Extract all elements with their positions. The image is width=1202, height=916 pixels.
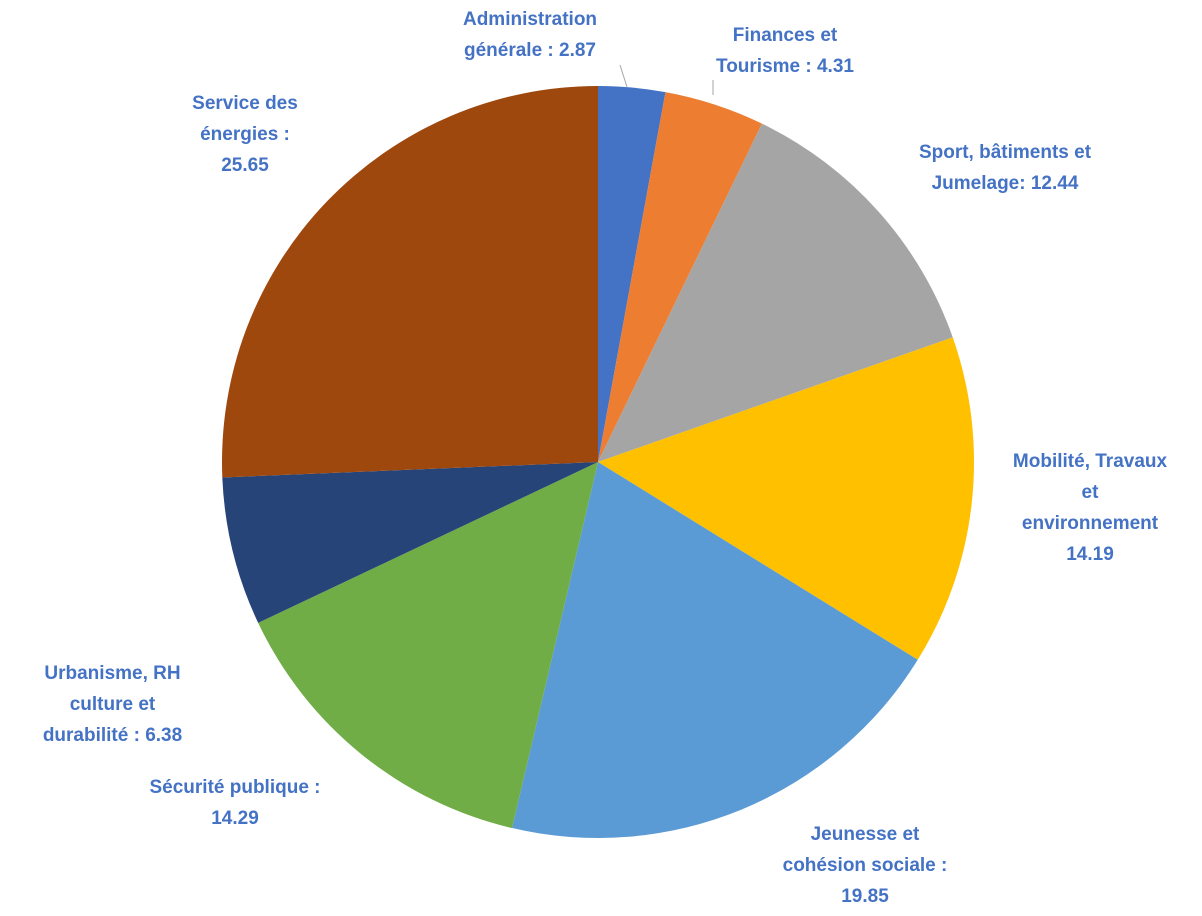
pie-slice-3 (598, 123, 953, 463)
slice-label-line: et (1081, 482, 1099, 503)
slice-label-line: Finances et (732, 25, 838, 46)
pie-slice-8 (222, 86, 598, 478)
slice-label-line: durabilité : 6.38 (42, 725, 183, 746)
slice-label-line: Mobilité, Travaux (1012, 451, 1168, 472)
slice-label-2: Finances et Tourisme : 4.31 (700, 20, 870, 82)
slice-label-line: culture et (69, 694, 156, 715)
slice-label-5: Jeunesse et cohésion sociale : 19.85 (750, 819, 980, 912)
slice-label-3: Sport, bâtiments et Jumelage: 12.44 (895, 137, 1115, 199)
pie-slice-7 (222, 462, 599, 623)
slice-label-line: Jumelage: 12.44 (931, 173, 1079, 194)
slice-label-4: Mobilité, Travaux et environnement 14.19 (980, 446, 1200, 570)
leader-lines (619, 64, 714, 95)
pie-slice-4 (598, 337, 974, 660)
slice-label-line: 14.19 (1066, 544, 1114, 565)
slice-label-line: Administration (462, 9, 598, 30)
slice-label-line: Sport, bâtiments et (918, 142, 1092, 163)
slice-label-line: cohésion sociale : (782, 855, 948, 876)
slice-label-7: Urbanisme, RH culture et durabilité : 6.38 (0, 658, 225, 751)
slice-label-8: Service des énergies : 25.65 (155, 88, 335, 181)
pie-slice-2 (598, 92, 762, 462)
slice-label-line: Tourisme : 4.31 (716, 56, 854, 77)
slice-label-line: 14.29 (211, 808, 259, 829)
pie-slice-5 (512, 462, 918, 838)
slice-label-1: Administration générale : 2.87 (420, 4, 640, 66)
slice-label-line: 25.65 (221, 155, 269, 176)
pie-slice-6 (258, 462, 598, 829)
pie-slices (222, 86, 974, 838)
leader-line-1 (619, 64, 628, 88)
slice-label-line: 19.85 (841, 886, 889, 907)
slice-label-line: Urbanisme, RH (44, 663, 181, 684)
pie-slice-1 (598, 86, 666, 462)
slice-label-line: Sécurité publique : (149, 777, 321, 798)
slice-label-line: Jeunesse et (810, 824, 920, 845)
slice-label-6: Sécurité publique : 14.29 (110, 772, 360, 834)
slice-label-line: Service des (192, 93, 298, 114)
slice-label-line: énergies : (200, 124, 290, 145)
slice-label-line: générale : 2.87 (463, 40, 597, 61)
slice-label-line: environnement (1021, 513, 1159, 534)
